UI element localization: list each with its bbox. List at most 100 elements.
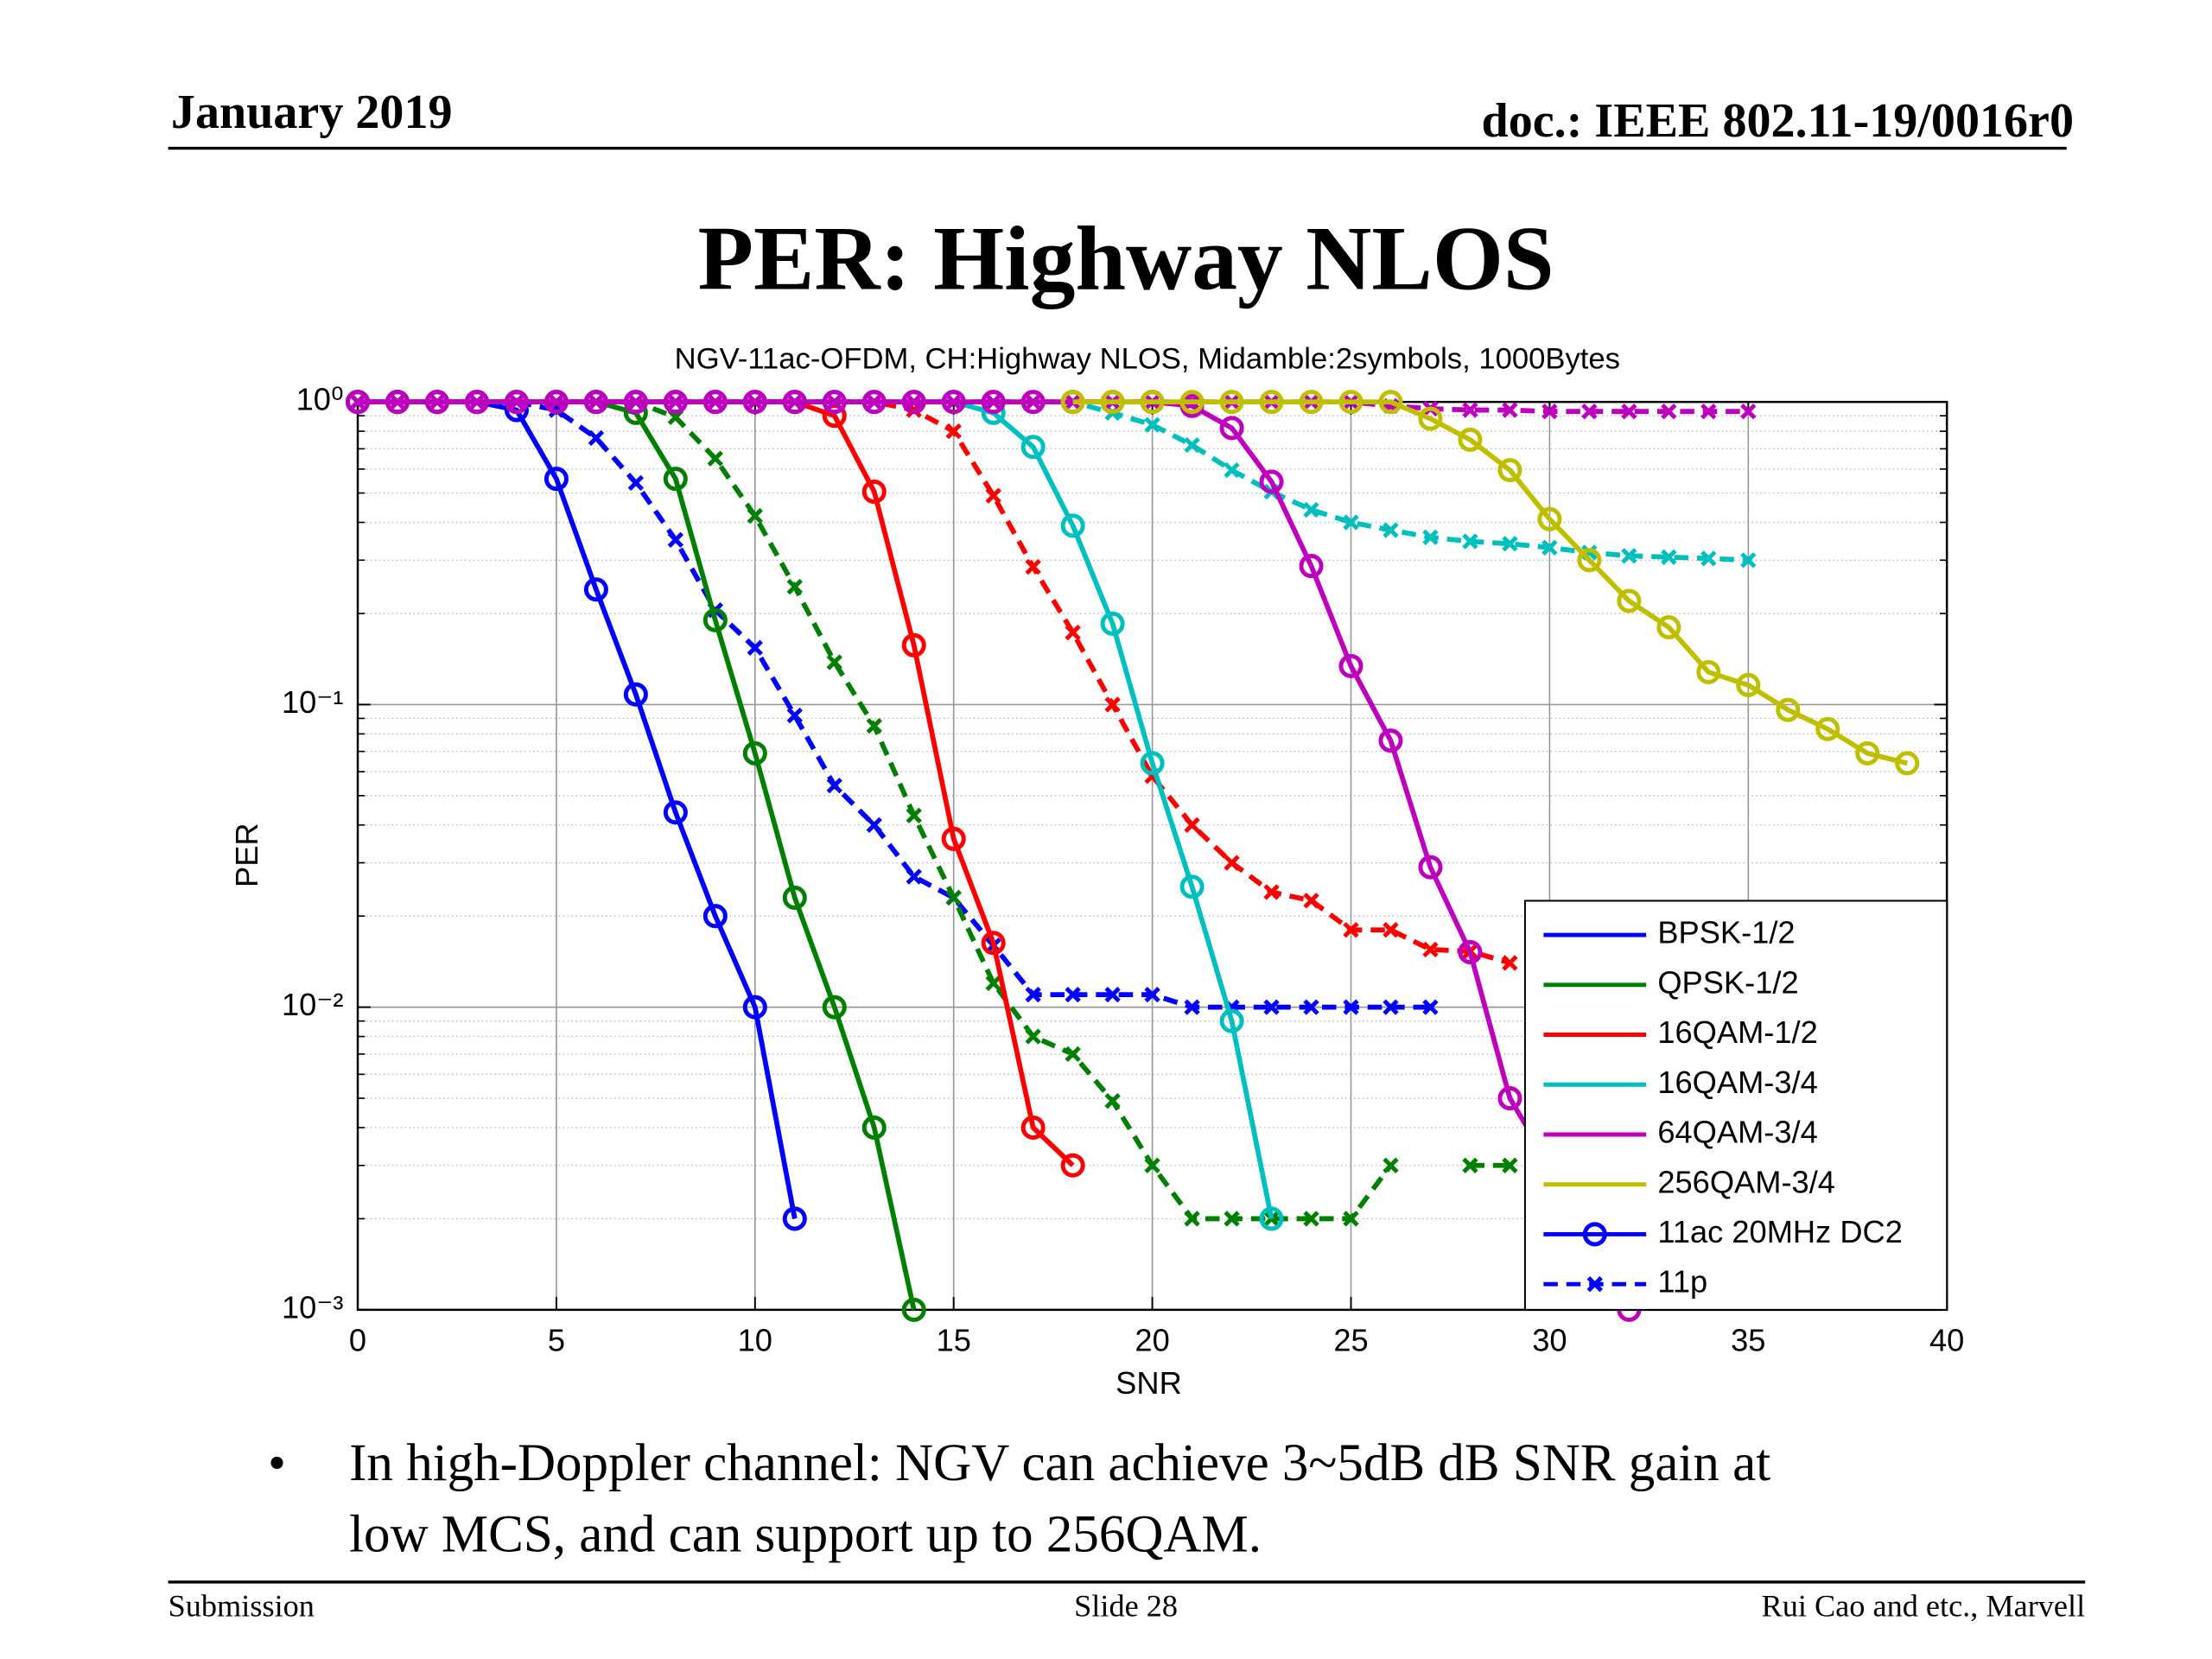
legend-box [1523, 899, 1948, 1311]
marker [1661, 404, 1677, 420]
marker [1303, 501, 1319, 518]
marker [1502, 955, 1518, 971]
marker [1700, 404, 1717, 420]
marker [866, 817, 882, 833]
marker [1299, 554, 1324, 579]
marker [702, 904, 728, 929]
marker [1895, 751, 1920, 776]
marker [1581, 404, 1598, 420]
x-tick-label: 0 [349, 1322, 366, 1357]
marker [901, 632, 926, 658]
marker [1104, 986, 1121, 1003]
footer-center: Slide 28 [1074, 1589, 1178, 1624]
marker [1224, 855, 1240, 871]
marker [1696, 659, 1721, 684]
marker [1382, 922, 1399, 938]
marker [1700, 550, 1717, 567]
marker [1303, 1211, 1319, 1227]
marker [1104, 696, 1121, 713]
marker [1621, 404, 1637, 420]
marker [623, 682, 648, 707]
marker [588, 429, 605, 447]
marker [1736, 672, 1761, 697]
marker [389, 393, 406, 410]
marker [1418, 855, 1443, 880]
marker [906, 868, 922, 885]
x-tick-label: 40 [1929, 1322, 1964, 1357]
marker [548, 393, 565, 410]
marker [1259, 1206, 1284, 1231]
marker [1537, 506, 1562, 531]
x-tick-label: 15 [937, 1322, 971, 1357]
marker [1065, 624, 1081, 641]
x-tick-label: 35 [1731, 1322, 1765, 1357]
x-tick-label: 5 [548, 1322, 565, 1357]
marker [1656, 614, 1681, 640]
marker [1661, 549, 1677, 565]
marker [1338, 390, 1363, 415]
marker [1140, 751, 1165, 776]
legend-label: 64QAM-3/4 [1657, 1115, 1817, 1150]
footer-left: Submission [168, 1589, 315, 1624]
marker [1184, 436, 1200, 454]
marker [1343, 1211, 1359, 1227]
marker [1184, 1211, 1200, 1227]
marker [1144, 986, 1160, 1003]
legend-label: 256QAM-3/4 [1657, 1164, 1835, 1199]
marker [1343, 999, 1359, 1015]
legend-label: BPSK-1/2 [1657, 915, 1795, 950]
marker [1104, 1092, 1121, 1109]
marker [747, 507, 763, 524]
marker [583, 577, 608, 602]
header-date: January 2019 [171, 86, 453, 139]
marker [906, 807, 922, 823]
marker [702, 607, 728, 632]
marker [861, 1115, 887, 1141]
marker [1502, 536, 1518, 552]
marker [1378, 728, 1403, 753]
marker [981, 931, 1006, 956]
marker [1502, 402, 1518, 418]
slide-title: PER: Highway NLOS [698, 207, 1554, 308]
marker [1462, 533, 1478, 550]
x-tick-label: 25 [1333, 1322, 1368, 1357]
marker [1100, 390, 1125, 415]
marker [1184, 817, 1200, 833]
marker [1303, 893, 1319, 909]
marker [786, 707, 803, 724]
bullet-text: low MCS, and can support up to 256QAM. [349, 1505, 1262, 1563]
marker [1025, 558, 1041, 575]
series-line [358, 399, 1749, 415]
marker [1065, 1046, 1081, 1063]
marker [1382, 999, 1399, 1015]
marker [1179, 390, 1205, 415]
legend-marker [1582, 1222, 1607, 1247]
marker [826, 654, 842, 671]
marker [1541, 404, 1558, 420]
marker [1338, 653, 1363, 678]
legend-label: QPSK-1/2 [1657, 964, 1798, 1000]
marker [1224, 461, 1240, 479]
marker [1263, 999, 1280, 1015]
marker [1422, 941, 1439, 958]
marker [1060, 1153, 1085, 1178]
y-axis-label: PER [229, 823, 264, 887]
marker [1458, 939, 1483, 964]
marker [1418, 406, 1443, 431]
marker [1776, 697, 1801, 722]
marker [1621, 548, 1637, 564]
marker [1025, 986, 1041, 1003]
marker [1263, 884, 1280, 900]
marker [747, 393, 763, 410]
x-tick-label: 30 [1532, 1322, 1567, 1357]
marker [786, 393, 803, 410]
x-tick-label: 20 [1135, 1322, 1169, 1357]
marker [1065, 986, 1081, 1003]
marker [866, 717, 882, 734]
marker [742, 741, 767, 766]
y-tick-label: 10⁻¹ [282, 684, 344, 720]
marker [1219, 390, 1244, 415]
marker [822, 995, 847, 1020]
marker [1497, 458, 1522, 483]
